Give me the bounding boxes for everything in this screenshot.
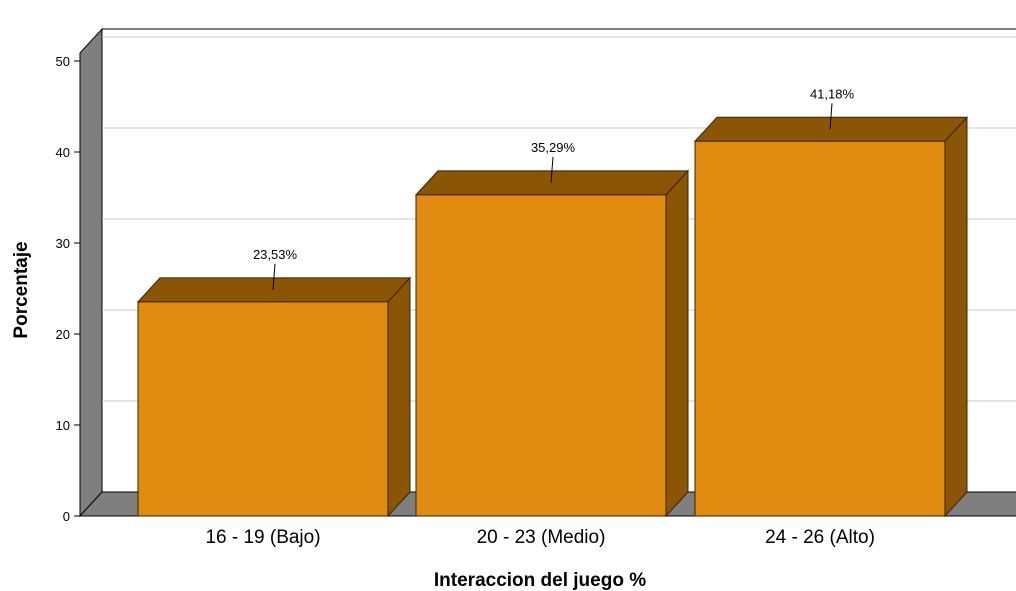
bar-side [944, 115, 968, 518]
left-wall [79, 27, 103, 518]
bar [694, 140, 946, 517]
data-label: 41,18% [810, 86, 855, 101]
y-tick-label: 20 [56, 327, 70, 342]
x-tick-label: 20 - 23 (Medio) [477, 527, 606, 548]
y-tick-label: 50 [56, 54, 70, 69]
y-tick-label: 30 [56, 236, 70, 251]
bar-side [387, 276, 411, 518]
data-label-leader [829, 103, 833, 130]
data-label-leader [550, 156, 554, 183]
bar-side [665, 169, 689, 518]
x-tick-label: 24 - 26 (Alto) [765, 527, 875, 548]
y-tick-label: 10 [56, 418, 70, 433]
bar [137, 301, 389, 517]
bars [136, 115, 969, 518]
data-label: 35,29% [531, 140, 576, 155]
y-axis-title: Porcentaje [11, 241, 32, 338]
y-tick-label: 40 [56, 145, 70, 160]
labels: 0 10 20 30 40 50 23,53% 16 - 19 (Bajo) 35,29% 20 … [56, 54, 875, 548]
data-label: 23,53% [253, 247, 298, 262]
x-axis-title: Interaccion del juego % [434, 570, 646, 591]
data-label-leader [272, 263, 276, 290]
bar [415, 194, 667, 517]
y-tick-label: 0 [63, 509, 70, 524]
x-tick-label: 16 - 19 (Bajo) [205, 527, 320, 548]
